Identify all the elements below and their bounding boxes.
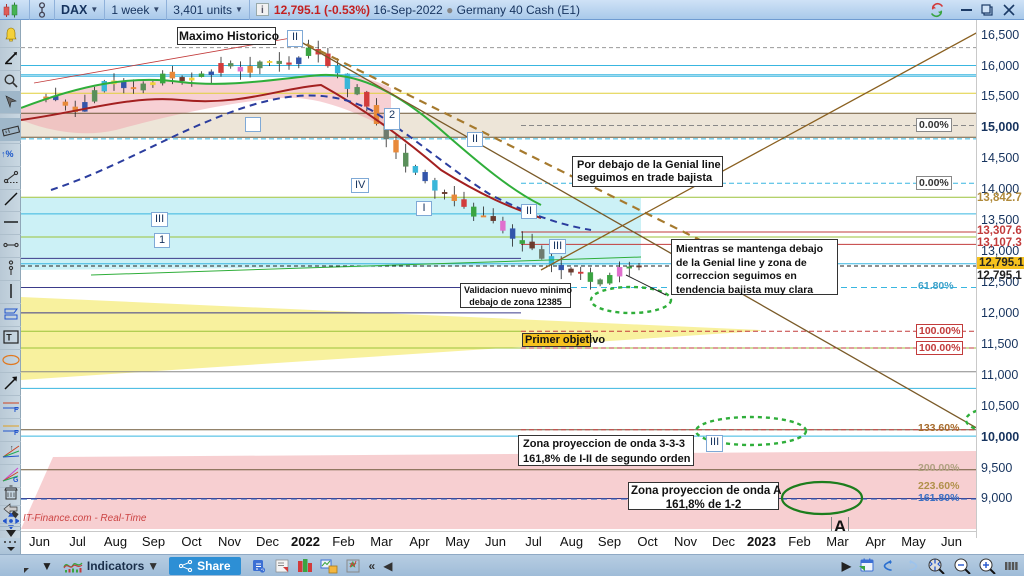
svg-text:F: F xyxy=(14,430,19,436)
svg-text:T: T xyxy=(6,332,12,342)
svg-text:↑: ↑ xyxy=(10,445,14,452)
svg-text:F: F xyxy=(14,407,19,413)
svg-text:↑%: ↑% xyxy=(1,149,14,159)
